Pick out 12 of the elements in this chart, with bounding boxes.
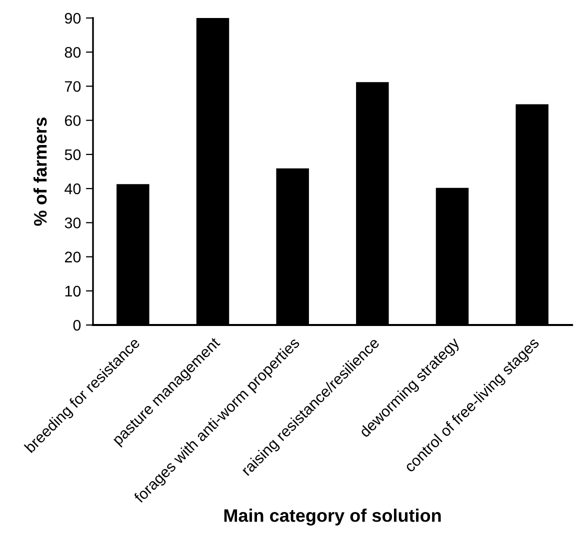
y-tick-label: 60	[64, 115, 81, 126]
y-tick-label: 70	[64, 81, 81, 92]
y-tick-label: 20	[64, 252, 81, 262]
y-tick-label: 0	[73, 320, 81, 331]
y-tick-label: 30	[64, 218, 81, 228]
y-tick-label: 90	[64, 12, 81, 24]
y-tick-label: 10	[65, 286, 81, 297]
y-tick-label: 80	[64, 46, 81, 58]
y-tick-label: 50	[64, 149, 81, 160]
y-tick-label: 40	[64, 183, 81, 194]
y-axis-title: % of farmers	[33, 118, 47, 226]
x-axis-title: Main category of solution	[224, 508, 441, 526]
